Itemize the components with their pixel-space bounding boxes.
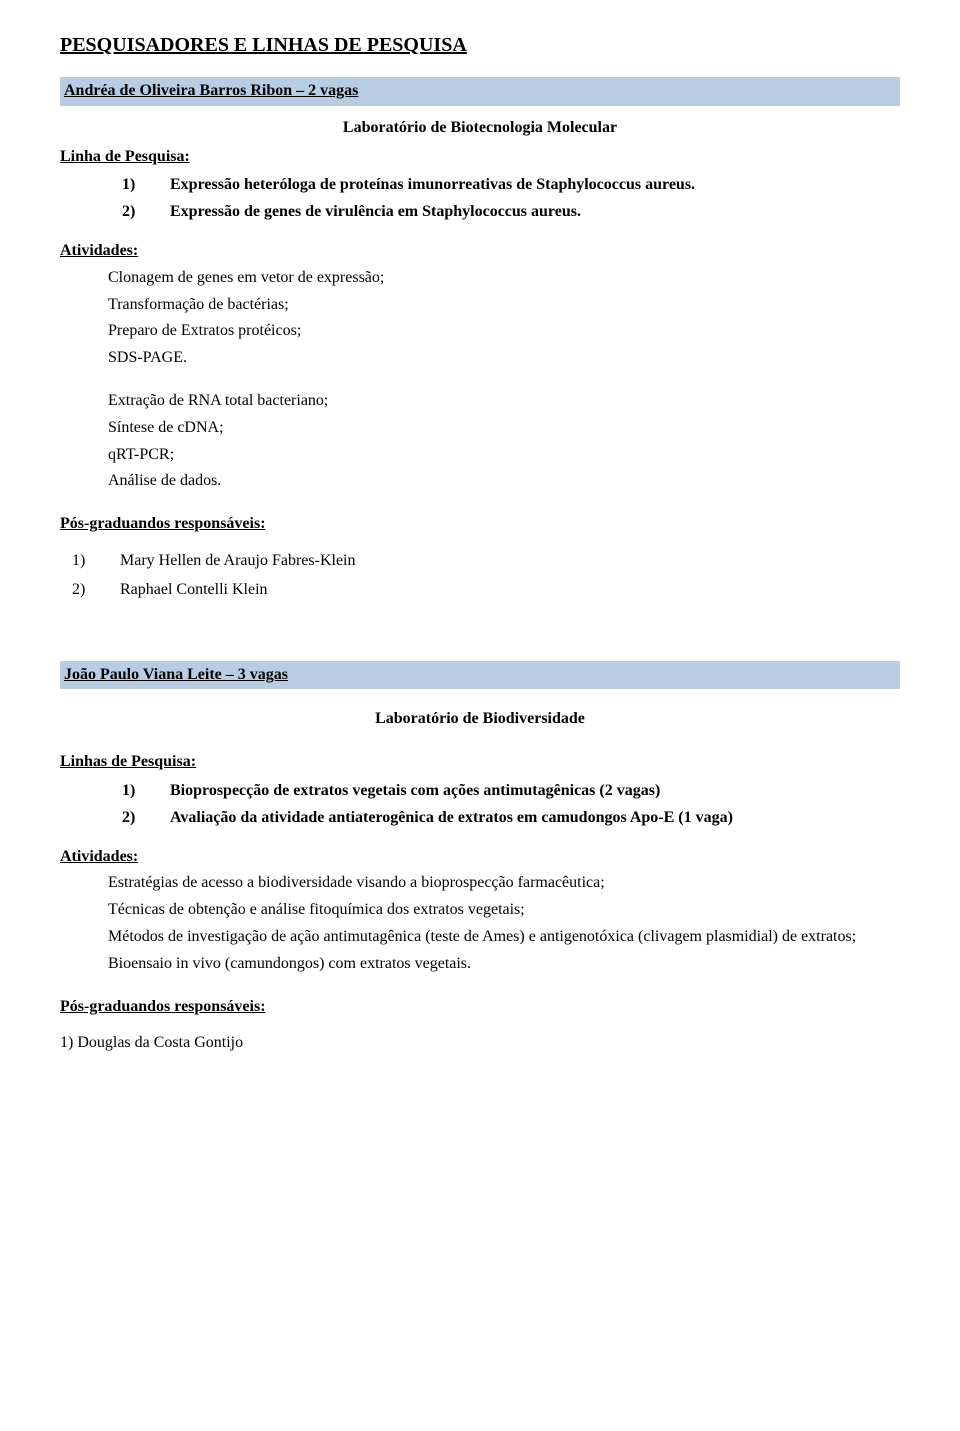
atividade-item: Extração de RNA total bacteriano; xyxy=(108,389,900,414)
pos-item: 1)Mary Hellen de Araujo Fabres-Klein xyxy=(60,549,900,574)
atividade-item: Métodos de investigação de ação antimuta… xyxy=(108,925,900,950)
list-number: 1) xyxy=(146,173,170,198)
atividade-item: Técnicas de obtenção e análise fitoquími… xyxy=(108,898,900,923)
researcher-header-1: Andréa de Oliveira Barros Ribon – 2 vaga… xyxy=(60,77,900,106)
list-number: 1) xyxy=(146,779,170,804)
atividades-label-1: Atividades: xyxy=(60,239,900,264)
linhas-label-2: Linhas de Pesquisa: xyxy=(60,753,196,770)
pos-list-1: 1)Mary Hellen de Araujo Fabres-Klein 2)R… xyxy=(60,549,900,603)
atividade-item: Síntese de cDNA; xyxy=(108,416,900,441)
list-text: Mary Hellen de Araujo Fabres-Klein xyxy=(120,552,355,569)
page-title: PESQUISADORES E LINHAS DE PESQUISA xyxy=(60,30,900,61)
research-line-item: 2)Expressão de genes de virulência em St… xyxy=(60,200,900,225)
research-line-item: 1)Expressão heteróloga de proteínas imun… xyxy=(60,173,900,198)
atividade-item: Bioensaio in vivo (camundongos) com extr… xyxy=(108,952,900,977)
lab-name-2: Laboratório de Biodiversidade xyxy=(60,707,900,732)
atividade-item: Estratégias de acesso a biodiversidade v… xyxy=(108,871,900,896)
list-number: 2) xyxy=(96,578,120,603)
atividade-item: Análise de dados. xyxy=(108,469,900,494)
pos-label-2: Pós-graduandos responsáveis: xyxy=(60,995,900,1020)
lab-name-1: Laboratório de Biotecnologia Molecular xyxy=(60,116,900,141)
atividade-item: Clonagem de genes em vetor de expressão; xyxy=(108,266,900,291)
list-text: Avaliação da atividade antiaterogênica d… xyxy=(170,809,733,826)
pos-item-2: 1) Douglas da Costa Gontijo xyxy=(60,1031,900,1056)
researcher-header-2: João Paulo Viana Leite – 3 vagas xyxy=(60,661,900,690)
atividade-item: SDS-PAGE. xyxy=(108,346,900,371)
research-lines-2: 1)Bioprospecção de extratos vegetais com… xyxy=(60,779,900,831)
atividade-item: qRT-PCR; xyxy=(108,443,900,468)
list-text: Expressão heteróloga de proteínas imunor… xyxy=(170,176,695,193)
research-line-item: 1)Bioprospecção de extratos vegetais com… xyxy=(60,779,900,804)
atividades-block-1b: Extração de RNA total bacteriano; Síntes… xyxy=(60,389,900,494)
pos-item: 2)Raphael Contelli Klein xyxy=(60,578,900,603)
list-number: 2) xyxy=(146,200,170,225)
atividades-label-2: Atividades: xyxy=(60,845,900,870)
atividades-block-2: Estratégias de acesso a biodiversidade v… xyxy=(60,871,900,976)
atividades-block-1a: Clonagem de genes em vetor de expressão;… xyxy=(60,266,900,371)
pos-label-1: Pós-graduandos responsáveis: xyxy=(60,512,900,537)
list-number: 1) xyxy=(96,549,120,574)
atividade-item: Preparo de Extratos protéicos; xyxy=(108,319,900,344)
linha-label-1: Linha de Pesquisa: xyxy=(60,148,190,165)
list-text: Expressão de genes de virulência em Stap… xyxy=(170,203,581,220)
list-text: Raphael Contelli Klein xyxy=(120,581,268,598)
research-lines-1: 1)Expressão heteróloga de proteínas imun… xyxy=(60,173,900,225)
list-number: 2) xyxy=(146,806,170,831)
atividade-item: Transformação de bactérias; xyxy=(108,293,900,318)
list-text: Bioprospecção de extratos vegetais com a… xyxy=(170,782,660,799)
research-line-item: 2)Avaliação da atividade antiaterogênica… xyxy=(60,806,900,831)
